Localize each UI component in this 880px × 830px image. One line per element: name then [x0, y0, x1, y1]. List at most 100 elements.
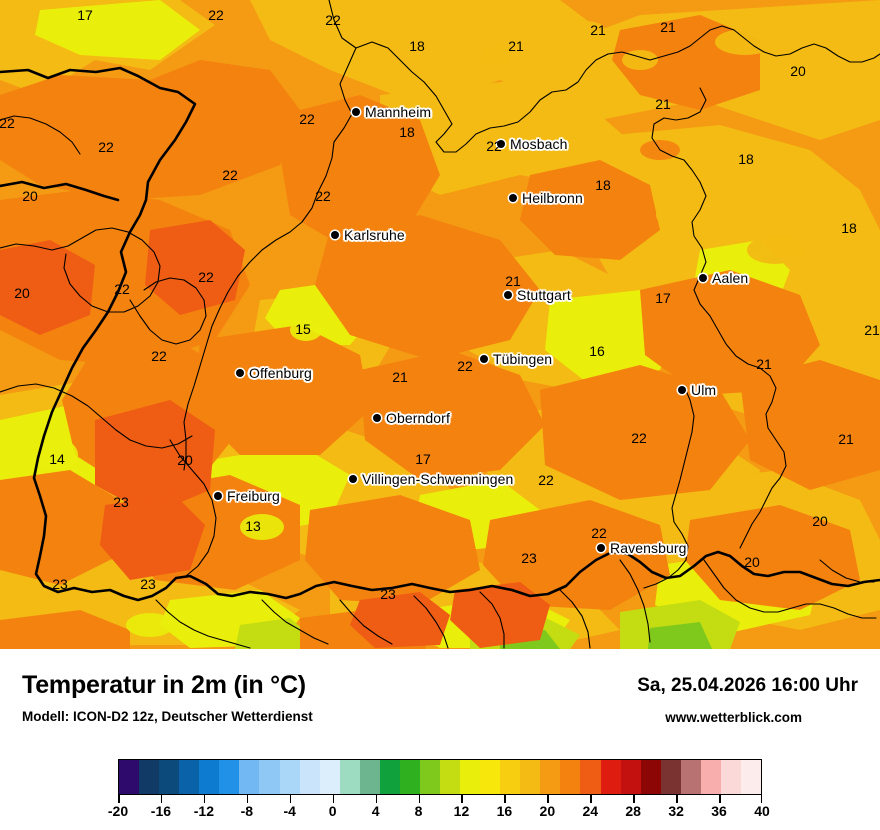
- city-dot-icon: [699, 274, 707, 282]
- colorbar-tick: [289, 795, 292, 803]
- temperature-value-label: 22: [591, 525, 607, 541]
- colorbar-swatch: [640, 760, 661, 794]
- colorbar-tick-label: -4: [283, 803, 296, 819]
- temperature-value-label: 18: [409, 38, 425, 54]
- colorbar-swatch: [379, 760, 400, 794]
- city-marker[interactable]: Ulm: [678, 382, 716, 398]
- colorbar-tick: [418, 795, 421, 803]
- colorbar-tick: [590, 795, 592, 803]
- weather-map[interactable]: Mannheim Mosbach Heilbronn Karlsruhe Stuttga…: [0, 0, 880, 649]
- temperature-value-label: 21: [505, 273, 521, 289]
- colorbar: -20 -16 -12 -8 -4 0 4 8 12 16 20 24 28 32 36 40: [108, 759, 770, 819]
- temperature-value-label: 13: [245, 518, 261, 534]
- colorbar-swatch: [139, 760, 160, 794]
- city-dot-icon: [480, 355, 488, 363]
- colorbar-tick: [118, 795, 120, 803]
- colorbar-swatch: [159, 760, 180, 794]
- colorbar-swatch: [359, 760, 380, 794]
- colorbar-swatch: [620, 760, 641, 794]
- colorbar-ticks: [118, 795, 762, 803]
- colorbar-tick-labels: -20 -16 -12 -8 -4 0 4 8 12 16 20 24 28 32 36 40: [108, 803, 770, 823]
- temperature-value-label: 23: [521, 550, 537, 566]
- temperature-value-label: 20: [22, 188, 38, 204]
- colorbar-swatch: [520, 760, 541, 794]
- city-dot-icon: [352, 108, 360, 116]
- city-marker[interactable]: Karlsruhe: [331, 227, 405, 243]
- city-marker[interactable]: Ravensburg: [597, 540, 687, 556]
- temperature-value-label: 15: [295, 321, 311, 337]
- city-marker[interactable]: Tübingen: [480, 351, 552, 367]
- city-marker[interactable]: Aalen: [699, 270, 748, 286]
- colorbar-tick-label: -20: [107, 803, 129, 819]
- temperature-value-label: 22: [299, 111, 315, 127]
- city-marker[interactable]: Oberndorf: [373, 410, 450, 426]
- city-dot-icon: [331, 231, 339, 239]
- city-label: Ravensburg: [610, 540, 687, 556]
- colorbar-swatch: [500, 760, 521, 794]
- temperature-value-label: 22: [486, 138, 502, 154]
- colorbar-tick-label: 40: [754, 803, 770, 819]
- colorbar-tick-label: 16: [496, 803, 513, 819]
- colorbar-swatch: [279, 760, 300, 794]
- city-label: Karlsruhe: [344, 227, 405, 243]
- temperature-value-label: 22: [0, 115, 15, 131]
- temperature-value-label: 22: [98, 139, 114, 155]
- city-marker[interactable]: Villingen-Schwenningen: [349, 471, 513, 487]
- temperature-value-label: 20: [14, 285, 30, 301]
- colorbar-swatch: [720, 760, 741, 794]
- temperature-value-label: 22: [631, 430, 647, 446]
- temperature-value-label: 22: [457, 358, 473, 374]
- city-marker[interactable]: Offenburg: [236, 365, 312, 381]
- city-label: Tübingen: [493, 351, 553, 367]
- temperature-value-label: 17: [415, 451, 431, 467]
- colorbar-swatch: [339, 760, 360, 794]
- colorbar-swatch: [680, 760, 701, 794]
- temperature-value-label: 18: [841, 220, 857, 236]
- temperature-value-label: 17: [655, 290, 671, 306]
- city-marker[interactable]: Mosbach: [497, 136, 568, 152]
- temperature-value-label: 22: [222, 167, 238, 183]
- temperature-value-label: 18: [399, 124, 415, 140]
- temperature-value-label: 22: [325, 12, 341, 28]
- valid-time-label: Sa, 25.04.2026 16:00 Uhr: [637, 675, 858, 696]
- city-dot-icon: [349, 475, 357, 483]
- temperature-value-label: 22: [114, 281, 130, 297]
- temperature-value-label: 21: [392, 369, 408, 385]
- city-label: Stuttgart: [517, 287, 571, 303]
- colorbar-swatch: [179, 760, 200, 794]
- temperature-value-label: 21: [655, 96, 671, 112]
- colorbar-tick-label: 4: [371, 803, 380, 819]
- city-marker[interactable]: Mannheim: [352, 104, 431, 120]
- city-dot-icon: [236, 369, 244, 377]
- colorbar-tick-label: 36: [711, 803, 727, 819]
- city-dot-icon: [678, 386, 686, 394]
- colorbar-tick-label: 20: [539, 803, 556, 819]
- colorbar-tick-label: 0: [328, 803, 337, 819]
- city-marker[interactable]: Stuttgart: [504, 287, 571, 303]
- colorbar-swatch: [740, 760, 761, 794]
- colorbar-tick-label: 12: [453, 803, 470, 819]
- city-label: Heilbronn: [522, 190, 583, 206]
- city-dot-icon: [597, 544, 605, 552]
- city-dot-icon: [214, 492, 222, 500]
- colorbar-swatch: [580, 760, 601, 794]
- colorbar-swatch: [319, 760, 340, 794]
- temperature-value-label: 17: [77, 7, 93, 23]
- city-label: Aalen: [712, 270, 749, 286]
- colorbar-tick-label: -12: [193, 803, 214, 819]
- temperature-value-label: 22: [208, 7, 224, 23]
- city-marker[interactable]: Freiburg: [214, 488, 280, 504]
- city-dot-icon: [509, 194, 517, 202]
- temperature-value-label: 23: [113, 494, 129, 510]
- colorbar-gradient: [118, 759, 762, 795]
- temperature-value-label: 20: [744, 554, 760, 570]
- temperature-value-label: 22: [198, 269, 214, 285]
- temperature-value-label: 16: [589, 343, 605, 359]
- colorbar-swatch: [399, 760, 420, 794]
- city-label: Oberndorf: [386, 410, 450, 426]
- colorbar-swatch: [239, 760, 260, 794]
- city-label: Mosbach: [510, 136, 568, 152]
- city-marker[interactable]: Heilbronn: [509, 190, 583, 206]
- colorbar-swatch: [440, 760, 461, 794]
- temperature-value-label: 18: [738, 151, 754, 167]
